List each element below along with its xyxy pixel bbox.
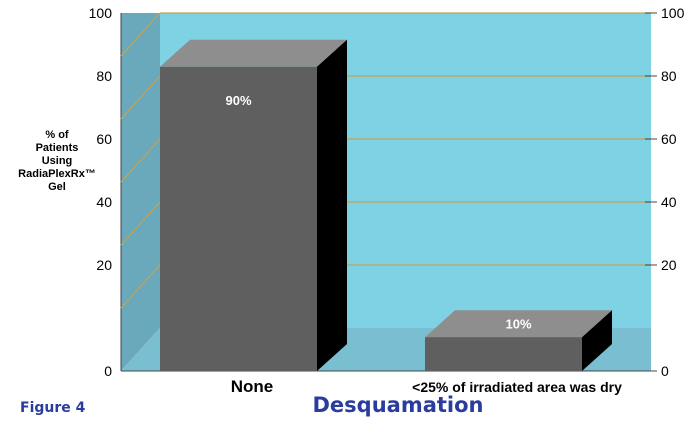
y-axis-right: 0 20 40 60 80 100 [645, 5, 685, 379]
bar-side [582, 310, 612, 371]
y-tick-label-right: 0 [661, 363, 669, 379]
gridline-side [120, 12, 161, 57]
data-label: 90% [225, 93, 251, 108]
y-tick-label-right: 60 [661, 131, 677, 147]
bar-top [160, 39, 347, 67]
bars: 90% 10% [160, 39, 612, 372]
y-axis-left: 0 20 40 60 80 100 [89, 5, 113, 379]
bar-2: 10% [425, 310, 612, 371]
bar-front [160, 66, 317, 372]
bar-front [425, 337, 582, 371]
gridline-side [120, 201, 161, 246]
bar-side [317, 39, 347, 372]
y-axis-label-line: Gel [48, 181, 66, 193]
y-tick-label-left: 20 [96, 257, 112, 273]
figure-label: Figure 4 [20, 400, 86, 416]
y-tick-label-right: 40 [661, 194, 677, 210]
gridline-side [120, 75, 161, 120]
bar-1: 90% [160, 39, 347, 372]
gridline-side [120, 138, 161, 183]
y-tick-label-right: 20 [661, 257, 677, 273]
y-tick-label-left: 100 [89, 5, 113, 21]
y-axis-label-line: Patients [36, 142, 79, 154]
bar-top [425, 310, 612, 338]
y-tick-label-left: 0 [104, 363, 112, 379]
y-axis-label-line: Using [42, 155, 73, 167]
y-tick-label-left: 40 [96, 194, 112, 210]
x-category-label: None [231, 377, 274, 396]
data-label: 10% [505, 317, 531, 332]
y-tick-label-left: 80 [96, 68, 112, 84]
side-wall [121, 13, 160, 371]
gridline-side [120, 264, 161, 309]
y-tick-label-right: 100 [661, 5, 685, 21]
y-tick-label-left: 60 [96, 131, 112, 147]
y-axis-label-line: % of [45, 129, 69, 141]
y-tick-label-right: 80 [661, 68, 677, 84]
y-axis-label: % of Patients Using RadiaPlexRx™ Gel [18, 129, 96, 193]
x-category-label: <25% of irradiated area was dry [412, 379, 622, 395]
x-axis-categories: None <25% of irradiated area was dry [231, 377, 622, 396]
chart-title: Desquamation [313, 393, 484, 417]
y-axis-label-line: RadiaPlexRx™ [18, 168, 96, 180]
